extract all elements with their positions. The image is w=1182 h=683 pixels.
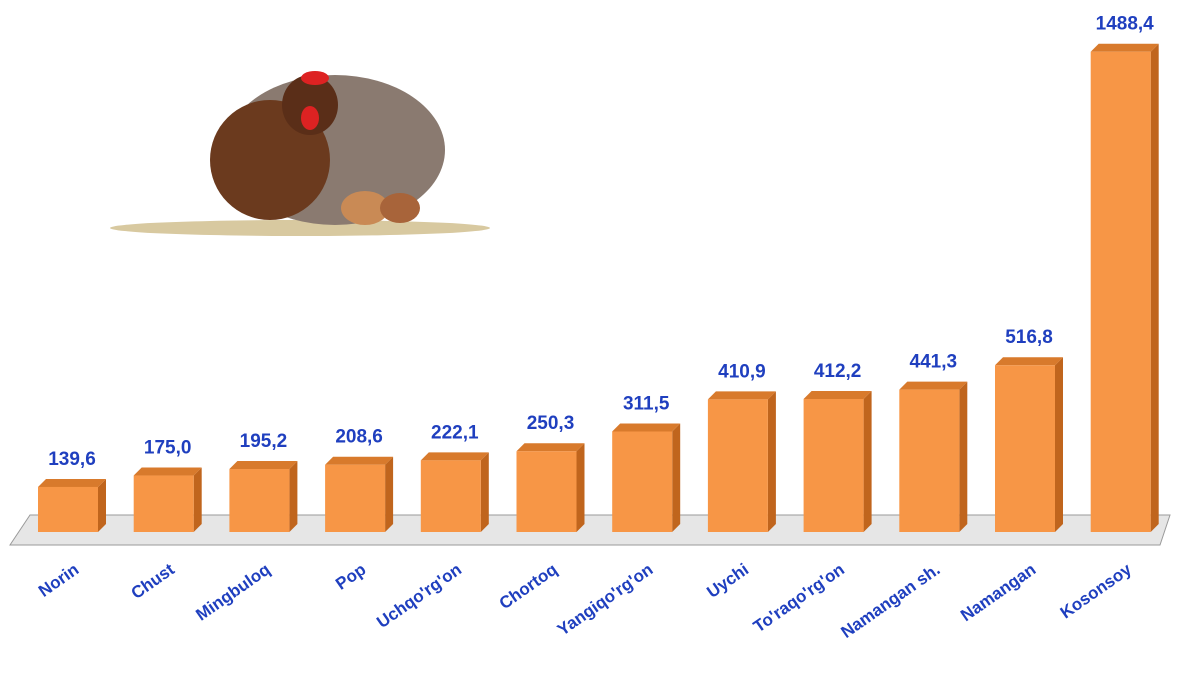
value-label: 250,3	[527, 413, 575, 434]
bar-side	[193, 467, 202, 532]
x-tick-label: To'raqo'rg'on	[750, 560, 848, 637]
hen-comb	[301, 71, 329, 85]
bar	[133, 475, 194, 532]
bar	[707, 399, 768, 532]
nest	[110, 220, 490, 236]
x-tick-label: Pop	[332, 560, 369, 594]
bar-side	[863, 390, 872, 532]
bar	[229, 469, 290, 532]
value-label: 195,2	[240, 431, 288, 452]
bar-top	[707, 391, 776, 400]
bar-top	[995, 357, 1063, 366]
hen-head	[282, 75, 338, 135]
bar-top	[229, 461, 298, 470]
bar-side	[480, 452, 489, 532]
bar	[612, 431, 673, 532]
bar-top	[38, 478, 106, 487]
value-label: 139,6	[48, 449, 96, 470]
x-tick-label: Kosonsoy	[1057, 559, 1136, 622]
bar	[325, 464, 386, 532]
bar-side	[1150, 43, 1159, 533]
x-tick-label: Mingbuloq	[192, 560, 273, 625]
x-tick-label: Uchqo'rg'on	[373, 560, 465, 632]
bar-top	[516, 443, 585, 452]
bar-top	[612, 423, 681, 432]
bar-top	[420, 452, 489, 461]
hen-illustration	[110, 71, 490, 236]
bar-side	[767, 391, 776, 532]
bar	[995, 365, 1055, 532]
x-tick-label: Uychi	[703, 560, 752, 602]
bar-top	[325, 456, 394, 465]
value-label: 175,0	[144, 438, 192, 459]
bar-top	[1090, 43, 1159, 52]
x-tick-label: Norin	[35, 560, 82, 601]
bar	[420, 460, 481, 532]
value-label: 516,8	[1005, 327, 1053, 348]
bar	[1090, 51, 1151, 533]
value-label: 208,6	[335, 427, 383, 448]
x-tick-label: Yangiqo'rg'on	[554, 560, 657, 640]
bar-side	[576, 443, 585, 532]
egg	[341, 191, 389, 225]
value-label: 441,3	[910, 352, 958, 373]
value-label: 412,2	[814, 361, 862, 382]
bar	[38, 486, 98, 532]
value-label: 1488,4	[1096, 14, 1155, 35]
egg	[380, 193, 420, 223]
bar-side	[385, 456, 394, 532]
bar-side	[672, 423, 681, 532]
bar	[803, 398, 864, 532]
floor	[9, 514, 1171, 546]
bar-side	[98, 478, 106, 532]
value-label: 222,1	[431, 422, 479, 443]
bar-top	[899, 381, 968, 390]
bar-top	[133, 467, 202, 476]
bar-side	[1055, 357, 1063, 532]
bar	[899, 389, 960, 532]
x-tick-label: Namangan sh.	[838, 560, 944, 642]
bar-top	[803, 390, 872, 399]
x-tick-label: Chortoq	[496, 560, 561, 613]
value-label: 410,9	[718, 361, 766, 382]
x-tick-label: Namangan	[957, 560, 1039, 625]
x-tick-label: Chust	[128, 560, 179, 603]
value-label: 311,5	[623, 393, 670, 414]
hen-wattle	[301, 106, 319, 130]
bar-side	[959, 381, 968, 532]
bar-side	[289, 461, 298, 532]
bar	[516, 451, 577, 532]
